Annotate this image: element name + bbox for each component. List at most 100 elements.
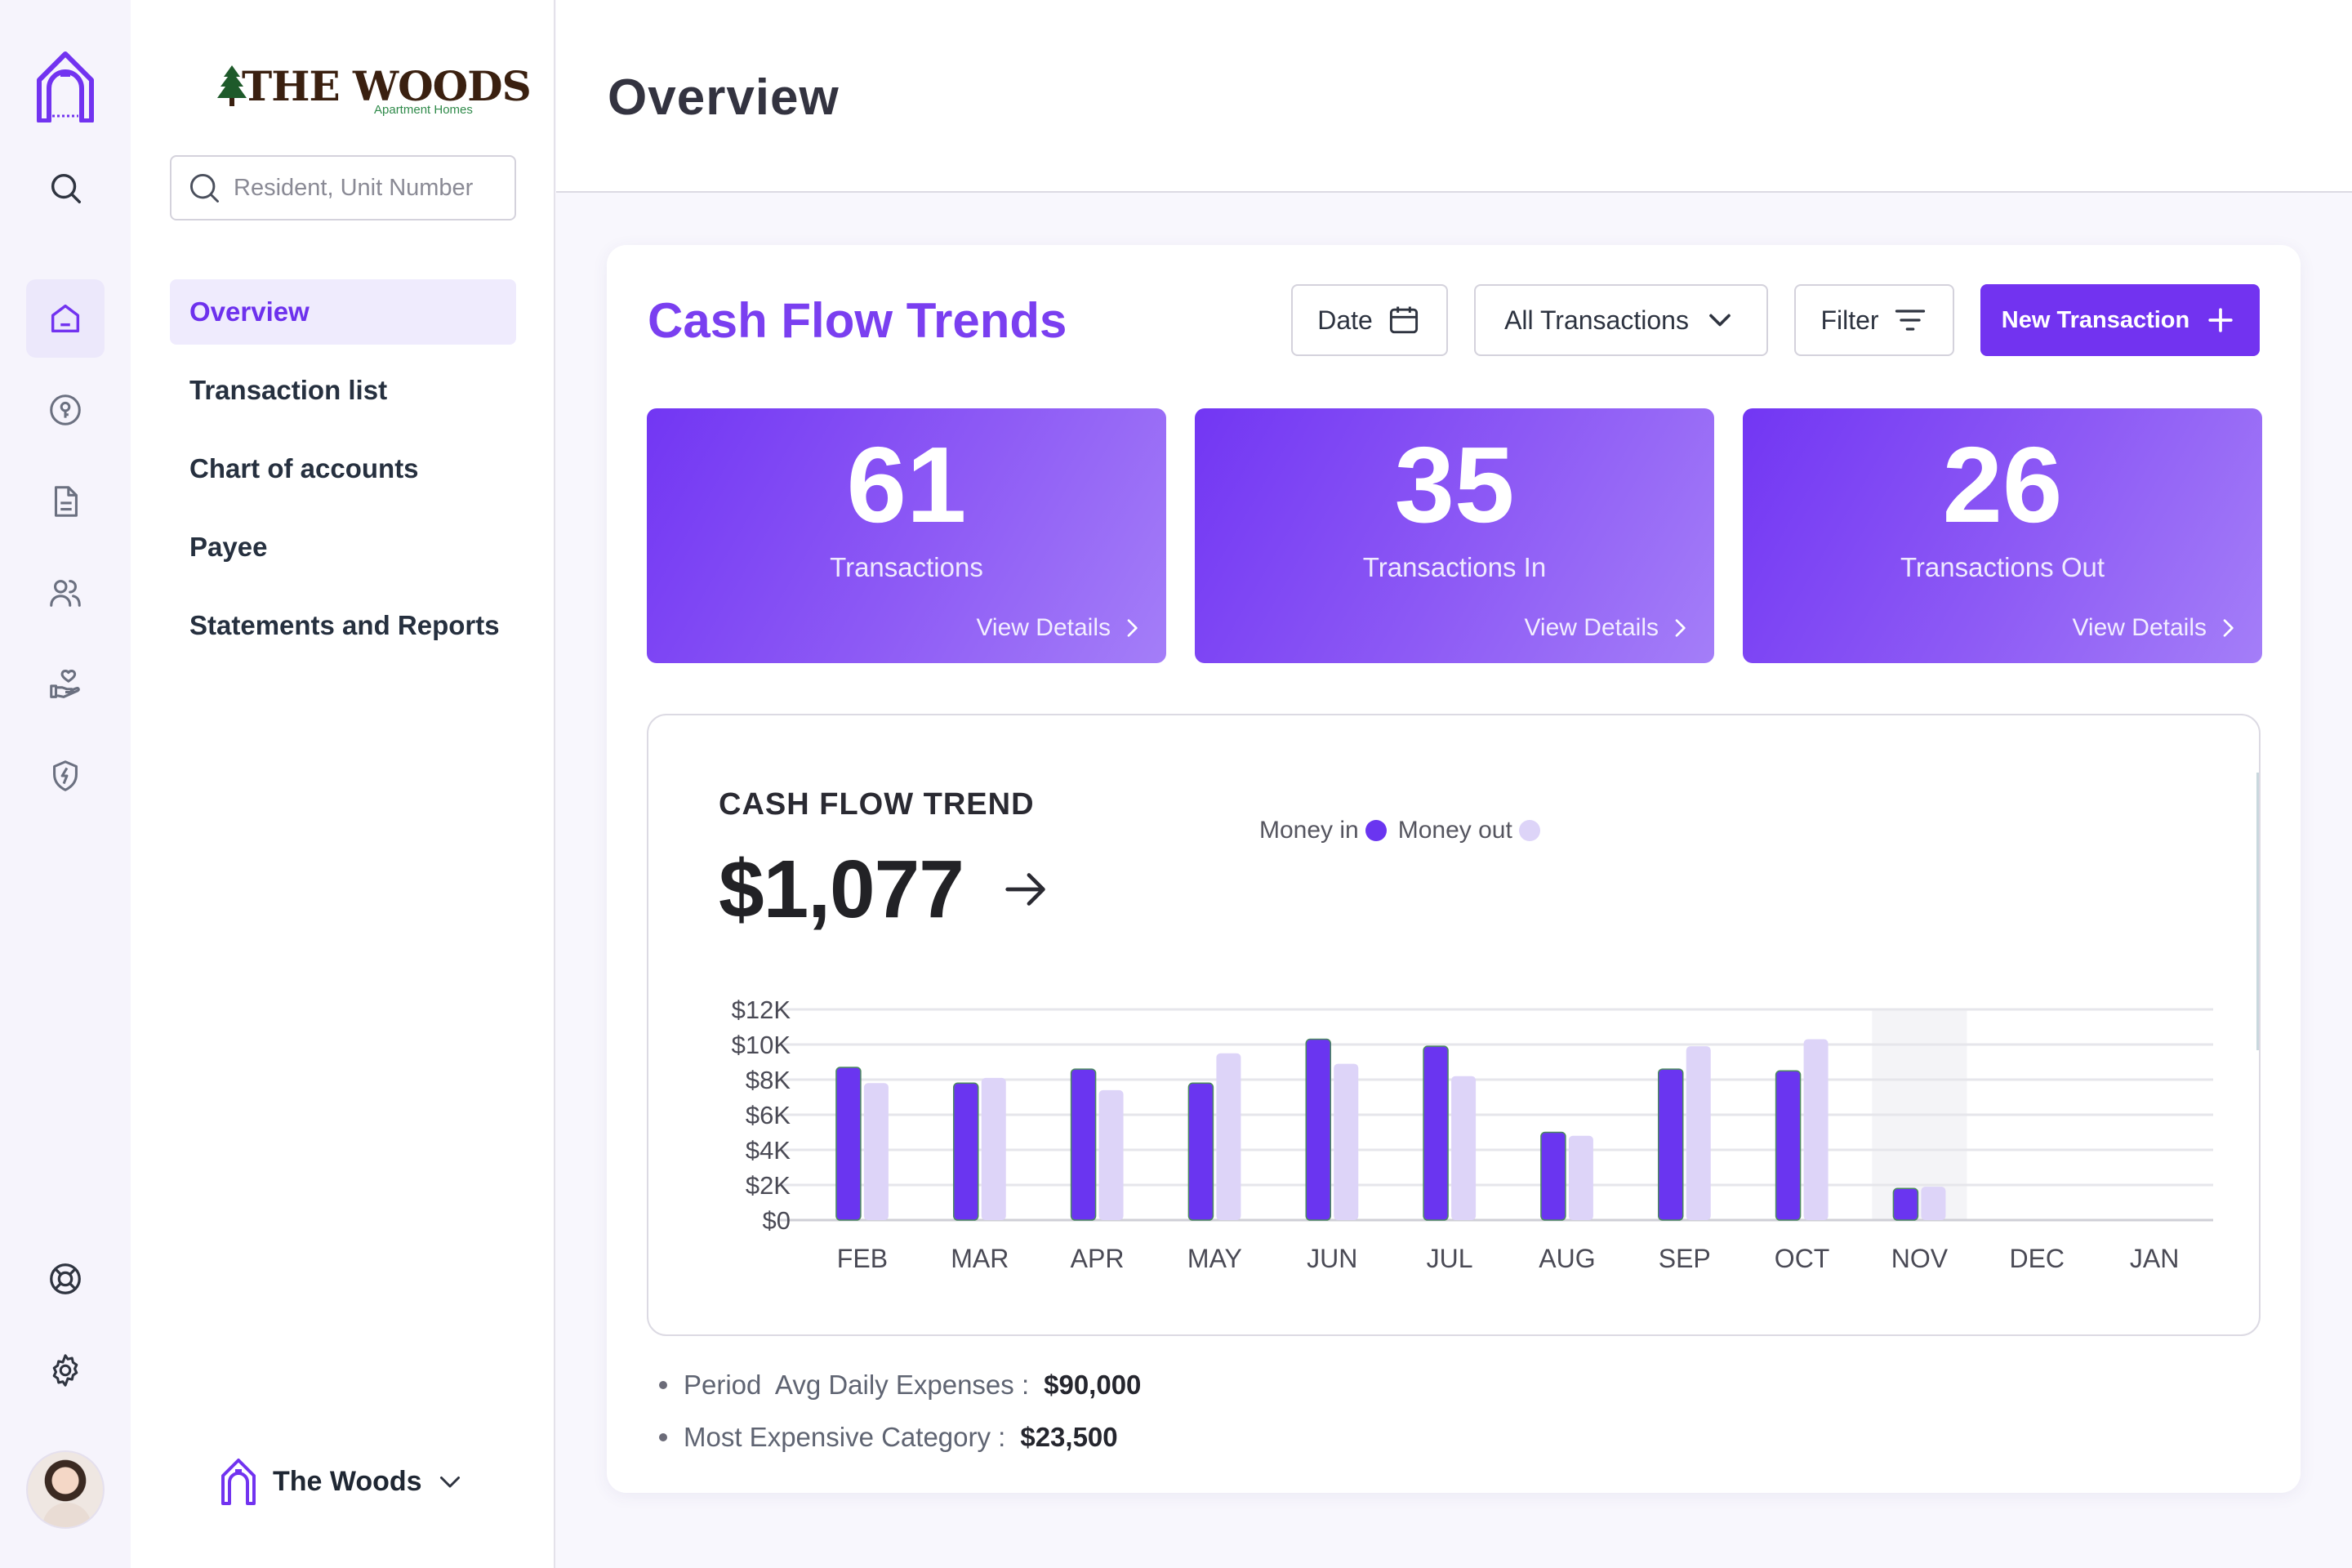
view-details-link[interactable]: View Details — [976, 614, 1145, 642]
chart-plot: $12K $10K $8K $6K $4K $2K $0 FEB MAR APR MAY JUN JUL… — [732, 996, 2213, 1273]
x-tick-label: JUL — [1427, 1244, 1473, 1273]
shield-icon — [53, 760, 78, 791]
pine-tree-icon — [217, 65, 247, 106]
brand-subtitle: Apartment Homes — [374, 103, 473, 117]
home-rail-button[interactable] — [26, 279, 105, 358]
chart-scroll-edge — [2256, 773, 2259, 1050]
stat-label: Transactions Out — [1900, 552, 2105, 582]
stat-label: Transactions In — [1362, 552, 1547, 582]
view-details-link[interactable]: View Details — [1524, 614, 1693, 642]
view-details-label: View Details — [976, 614, 1111, 641]
legend-money-out-label: Money out — [1397, 817, 1512, 844]
sidebar-item-transaction-list[interactable]: Transaction list — [189, 375, 388, 405]
chart-total: $1,077 — [719, 844, 964, 935]
bar-money-in — [1658, 1068, 1684, 1221]
sidebar-item-overview[interactable]: Overview — [170, 279, 516, 345]
x-tick-label: APR — [1071, 1244, 1125, 1273]
chevron-down-icon — [439, 1477, 460, 1488]
bar-money-out — [1451, 1076, 1477, 1220]
x-tick-label: SEP — [1659, 1244, 1711, 1273]
home-logo-icon[interactable] — [36, 51, 95, 122]
bar-money-in — [835, 1067, 862, 1221]
hand-heart-icon — [50, 670, 80, 698]
search-icon — [189, 173, 219, 203]
filter-button[interactable]: Filter — [1794, 284, 1954, 356]
view-details-link[interactable]: View Details — [2072, 614, 2241, 642]
bullet — [659, 1433, 667, 1441]
y-tick-label: $10K — [732, 1031, 791, 1059]
sidebar-item-chart-of-accounts[interactable]: Chart of accounts — [189, 453, 419, 483]
keys-rail-button[interactable] — [26, 371, 105, 449]
stat-value: 35 — [1394, 425, 1515, 545]
stat-card-transactions: 61 Transactions View Details — [647, 408, 1166, 663]
insurance-rail-button[interactable] — [26, 737, 105, 815]
x-tick-label: JAN — [2130, 1244, 2179, 1273]
bar-money-in — [1892, 1187, 1919, 1221]
calendar-icon — [1389, 306, 1418, 334]
filter-button-label: Filter — [1820, 305, 1879, 335]
bar-money-in — [1775, 1070, 1802, 1221]
summary-value: $90,000 — [1044, 1370, 1142, 1400]
card-title: Cash Flow Trends — [648, 293, 1067, 348]
bar-money-out — [1568, 1135, 1593, 1220]
org-switcher[interactable]: The Woods — [220, 1450, 465, 1512]
payments-rail-button[interactable] — [26, 645, 105, 724]
stat-card-transactions-out: 26 Transactions Out View Details — [1743, 408, 2262, 663]
y-tick-label: $2K — [746, 1171, 791, 1200]
home-logo-icon — [221, 1459, 256, 1505]
x-tick-label: NOV — [1891, 1244, 1949, 1273]
users-icon — [50, 580, 81, 607]
stat-value: 61 — [846, 425, 967, 545]
residents-rail-button[interactable] — [26, 554, 105, 632]
settings-rail-button[interactable] — [26, 1331, 105, 1410]
org-name: The Woods — [273, 1465, 422, 1497]
chevron-right-icon — [2223, 619, 2234, 637]
transactions-select[interactable]: All Transactions — [1474, 284, 1768, 356]
page-title: Overview — [608, 69, 840, 126]
view-details-label: View Details — [2072, 614, 2207, 641]
bar-money-in — [1305, 1038, 1331, 1221]
chevron-right-icon — [1675, 619, 1686, 637]
stat-label: Transactions — [830, 552, 983, 582]
cash-flow-chart: CASH FLOW TREND $1,077 Money in Money ou… — [647, 714, 2261, 1336]
user-avatar[interactable] — [26, 1450, 105, 1529]
date-button-label: Date — [1317, 305, 1373, 335]
bar-money-out — [1098, 1089, 1124, 1220]
date-button[interactable]: Date — [1291, 284, 1448, 356]
stat-card-transactions-in: 35 Transactions In View Details — [1195, 408, 1714, 663]
x-tick-label: FEB — [837, 1244, 888, 1273]
documents-rail-button[interactable] — [26, 462, 105, 541]
x-tick-label: JUN — [1307, 1244, 1357, 1273]
chart-legend: Money in Money out — [1259, 817, 1552, 844]
resident-search[interactable] — [170, 155, 516, 220]
sidebar-item-payee[interactable]: Payee — [189, 532, 268, 562]
summary-label: Most Expensive Category : — [684, 1422, 1006, 1452]
sidebar: THE WOODS Apartment Homes Overview Trans… — [131, 0, 555, 1568]
bar-money-in — [1070, 1068, 1097, 1221]
search-rail-button[interactable] — [26, 149, 105, 227]
bar-money-out — [863, 1083, 889, 1220]
transactions-select-value: All Transactions — [1504, 305, 1689, 335]
lifebuoy-icon — [50, 1263, 81, 1294]
bullet — [659, 1381, 667, 1389]
bar-money-out — [981, 1077, 1006, 1220]
bar-money-out — [1216, 1053, 1241, 1220]
new-transaction-button[interactable]: New Transaction — [1980, 284, 2260, 356]
gear-icon — [52, 1354, 78, 1387]
bar-money-out — [1686, 1046, 1711, 1220]
x-tick-label: AUG — [1539, 1244, 1595, 1273]
y-tick-label: $0 — [763, 1206, 791, 1235]
stat-value: 26 — [1942, 425, 2063, 545]
icon-rail — [0, 0, 131, 1568]
sidebar-nav: Overview Transaction list Chart of accou… — [170, 279, 516, 671]
sidebar-item-statements-reports[interactable]: Statements and Reports — [189, 610, 500, 640]
summary-value: $23,500 — [1020, 1422, 1118, 1452]
chevron-right-icon — [1127, 619, 1138, 637]
resident-search-input[interactable] — [234, 174, 503, 202]
bar-money-in — [1540, 1131, 1566, 1221]
arrow-right-icon[interactable] — [998, 861, 1055, 918]
legend-money-in-swatch — [1365, 820, 1387, 841]
search-icon — [51, 173, 81, 203]
support-rail-button[interactable] — [26, 1240, 105, 1318]
x-tick-label: OCT — [1775, 1244, 1830, 1273]
